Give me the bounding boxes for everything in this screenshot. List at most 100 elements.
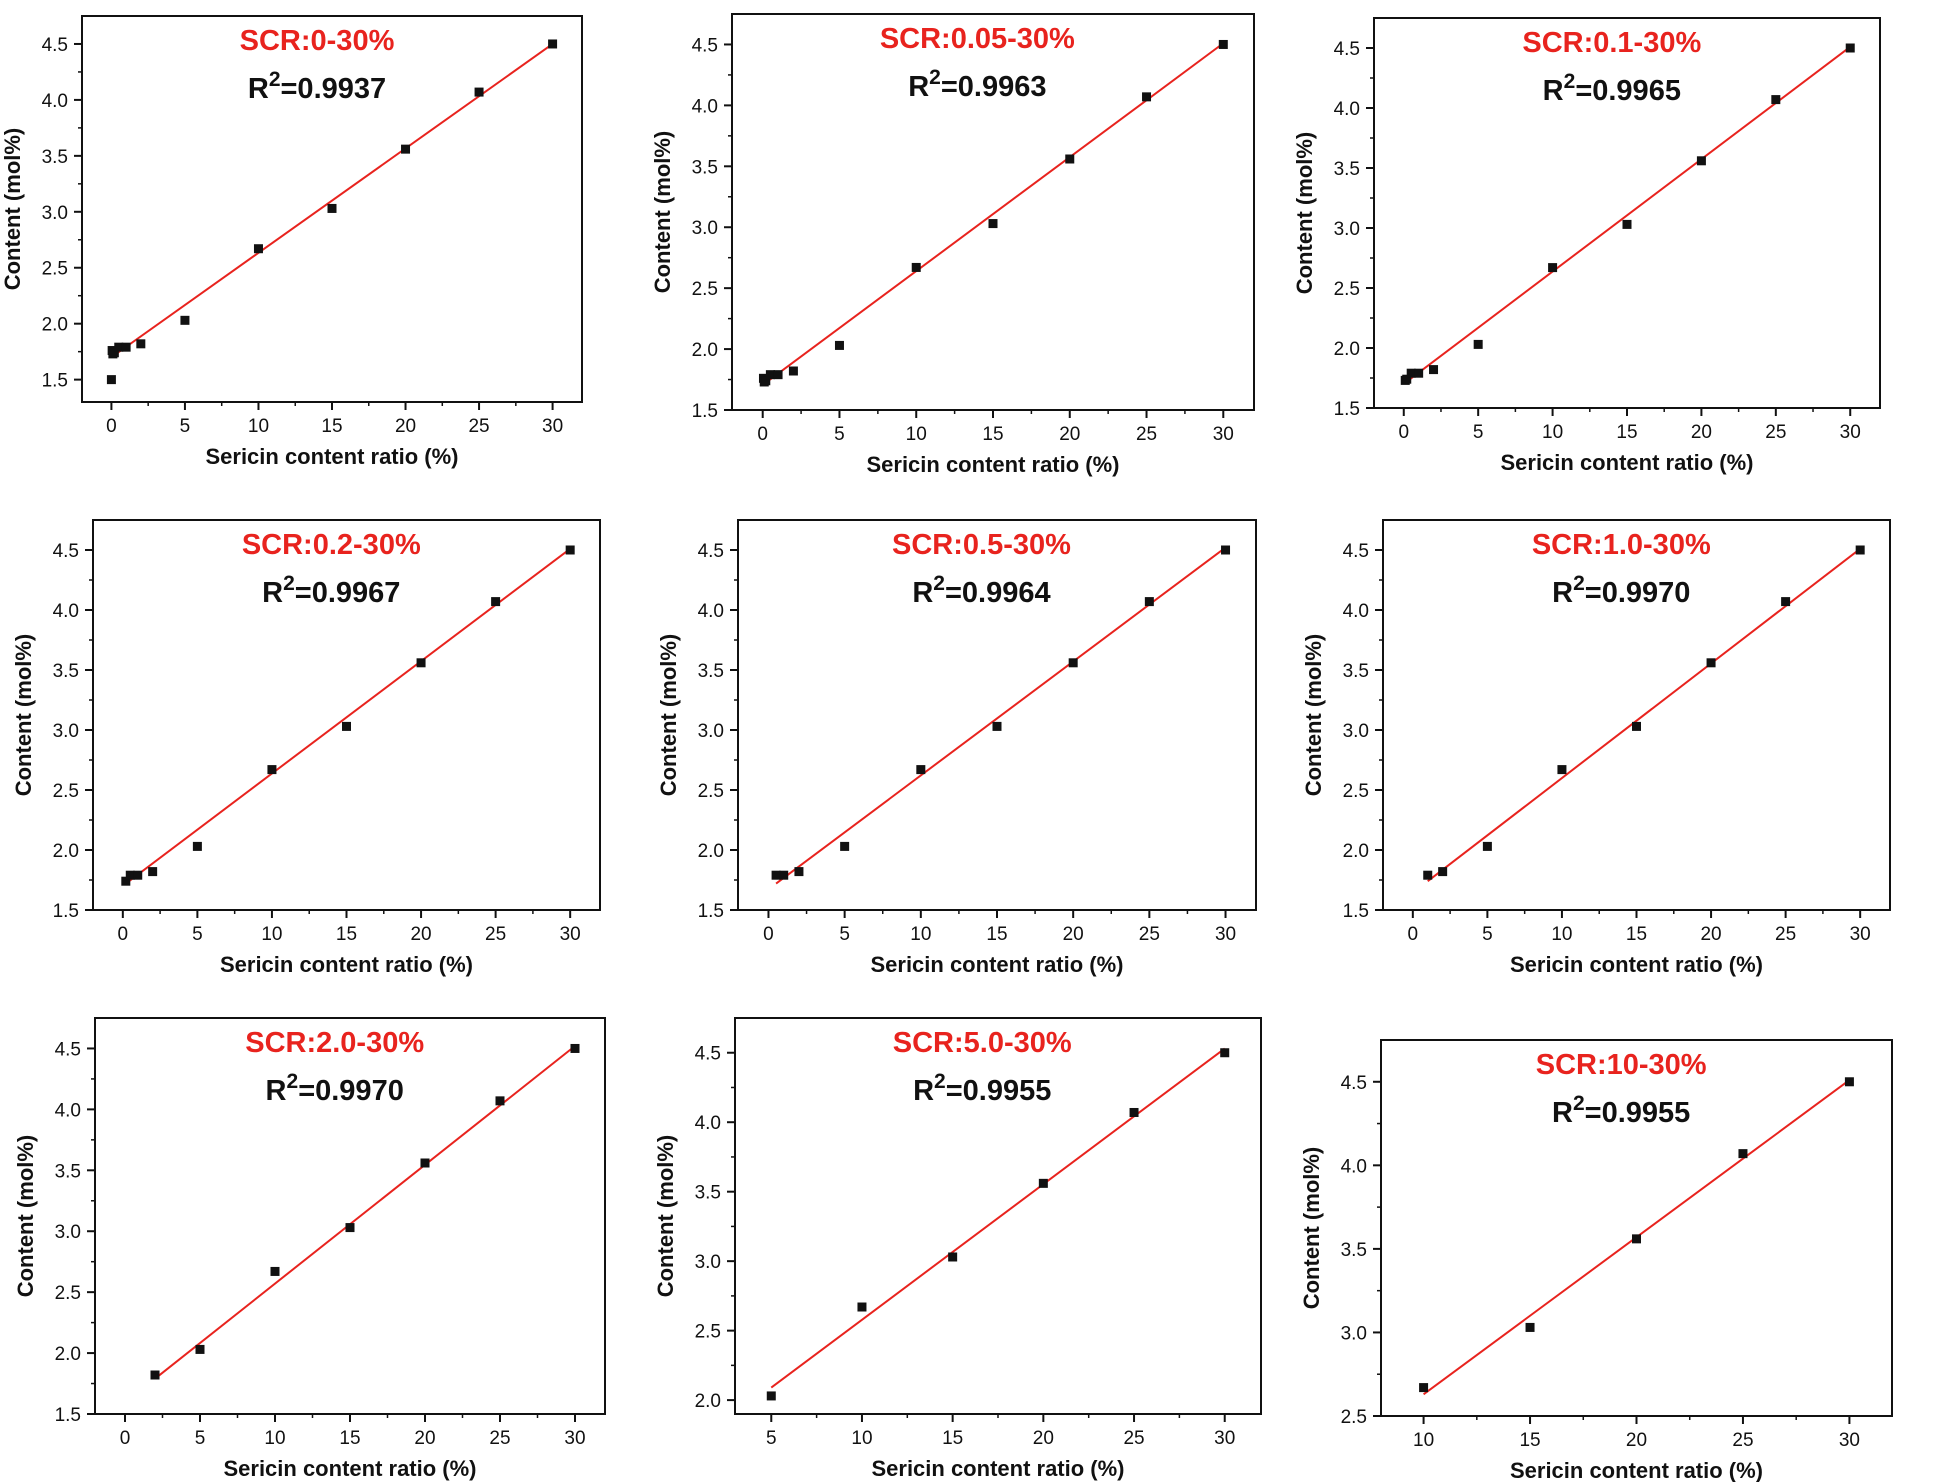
x-tick-label: 25	[485, 924, 506, 945]
y-tick-label: 4.0	[42, 91, 68, 112]
x-tick-label: 15	[1616, 422, 1637, 443]
x-tick-label: 10	[1413, 1430, 1434, 1451]
y-tick-label: 3.0	[1341, 1323, 1367, 1344]
y-tick-label: 2.5	[1334, 279, 1360, 300]
x-tick-label: 0	[120, 1428, 131, 1449]
data-point	[106, 375, 116, 385]
data-point	[474, 87, 484, 97]
x-tick-label: 20	[1691, 422, 1712, 443]
data-point	[911, 262, 921, 272]
panel-title: SCR:0-30%	[240, 25, 395, 57]
data-point	[1706, 658, 1716, 668]
x-tick-label: 25	[1775, 924, 1796, 945]
x-tick-label: 20	[1700, 924, 1721, 945]
y-axis-title: Content (mol%)	[13, 1135, 38, 1298]
data-point	[253, 244, 263, 254]
panel-title: SCR:0.2-30%	[242, 529, 421, 561]
x-tick-label: 15	[942, 1428, 963, 1449]
x-tick-label: 15	[982, 424, 1003, 445]
x-tick-label: 0	[106, 416, 117, 437]
x-tick-label: 20	[1033, 1428, 1054, 1449]
y-tick-label: 2.5	[1343, 781, 1369, 802]
y-tick-label: 4.5	[695, 1044, 721, 1065]
y-tick-label: 2.5	[55, 1283, 81, 1304]
data-point	[1738, 1149, 1748, 1159]
x-tick-label: 10	[906, 424, 927, 445]
x-tick-label: 10	[264, 1428, 285, 1449]
y-tick-label: 1.5	[692, 401, 718, 422]
r-squared-label: R2=0.9964	[912, 572, 1050, 609]
data-point	[121, 342, 131, 352]
data-point	[1218, 39, 1228, 49]
x-tick-label: 5	[195, 1428, 206, 1449]
data-point	[133, 870, 143, 880]
y-axis-title: Content (mol%)	[1292, 132, 1317, 295]
data-point	[1844, 1077, 1854, 1087]
y-tick-label: 3.5	[695, 1183, 721, 1204]
x-tick-label: 10	[261, 924, 282, 945]
data-point	[1438, 867, 1448, 877]
y-tick-label: 4.5	[1334, 39, 1360, 60]
x-tick-label: 20	[1063, 924, 1084, 945]
data-point	[1423, 870, 1433, 880]
y-tick-label: 1.5	[1343, 901, 1369, 922]
x-tick-label: 15	[339, 1428, 360, 1449]
y-tick-label: 1.5	[698, 901, 724, 922]
x-axis-title: Sericin content ratio (%)	[220, 952, 473, 977]
x-tick-label: 20	[414, 1428, 435, 1449]
y-tick-label: 4.5	[692, 35, 718, 56]
y-tick-label: 3.0	[1334, 219, 1360, 240]
data-point	[548, 39, 558, 49]
fit-line	[770, 1047, 1226, 1389]
x-axis-title: Sericin content ratio (%)	[223, 1456, 476, 1481]
y-tick-label: 2.0	[55, 1344, 81, 1365]
panel-title: SCR:10-30%	[1536, 1049, 1707, 1081]
r-squared-label: R2=0.9955	[913, 1070, 1051, 1107]
r-squared-label: R2=0.9970	[1552, 572, 1690, 609]
chart-panel-9: 10 15 20 25 30 2.5 3.0 3.5 4.0 4.5 Sericin content…	[1299, 1039, 1893, 1482]
x-tick-label: 25	[1139, 924, 1160, 945]
data-point	[180, 315, 190, 325]
data-point	[270, 1266, 280, 1276]
data-point	[916, 765, 926, 775]
data-point	[765, 370, 775, 380]
data-point	[771, 870, 781, 880]
x-tick-label: 30	[542, 416, 563, 437]
data-point	[948, 1252, 958, 1262]
data-point	[992, 721, 1002, 731]
y-tick-label: 2.5	[692, 279, 718, 300]
x-tick-label: 30	[1850, 924, 1871, 945]
x-axis-title: Sericin content ratio (%)	[1510, 952, 1763, 977]
data-point	[327, 203, 337, 213]
data-point	[267, 765, 277, 775]
x-tick-label: 30	[560, 924, 581, 945]
y-tick-label: 4.5	[698, 541, 724, 562]
y-axis-title: Content (mol%)	[1299, 1147, 1324, 1310]
chart-panel-3: 0 5 10 15 20 25 30 1.5 2.0 2.5 3.0 3.5 4.0 4.5 Sericin…	[1292, 17, 1881, 475]
y-tick-label: 3.0	[53, 721, 79, 742]
y-tick-label: 4.0	[692, 96, 718, 117]
chart-panel-2: 0 5 10 15 20 25 30 1.5 2.0 2.5 3.0 3.5 4.0 4.5 Sericin…	[650, 13, 1255, 477]
r-squared-label: R2=0.9970	[266, 1070, 404, 1107]
data-point	[1482, 841, 1492, 851]
data-point	[766, 1391, 776, 1401]
data-point	[1771, 95, 1781, 105]
x-tick-label: 30	[1214, 1428, 1235, 1449]
y-axis-title: Content (mol%)	[11, 634, 36, 797]
data-point	[495, 1096, 505, 1106]
x-axis-title: Sericin content ratio (%)	[205, 444, 458, 469]
x-tick-label: 25	[489, 1428, 510, 1449]
y-tick-label: 4.0	[1341, 1156, 1367, 1177]
fit-line	[154, 1045, 576, 1380]
y-tick-label: 4.0	[698, 601, 724, 622]
data-point	[420, 1158, 430, 1168]
y-tick-label: 1.5	[1334, 399, 1360, 420]
y-tick-label: 2.5	[698, 781, 724, 802]
r-squared-label: R2=0.9967	[262, 572, 400, 609]
x-tick-label: 25	[1765, 422, 1786, 443]
x-axis-title: Sericin content ratio (%)	[870, 952, 1123, 977]
y-tick-label: 2.0	[1334, 339, 1360, 360]
x-tick-label: 5	[180, 416, 191, 437]
data-point	[794, 867, 804, 877]
x-tick-label: 20	[1059, 424, 1080, 445]
